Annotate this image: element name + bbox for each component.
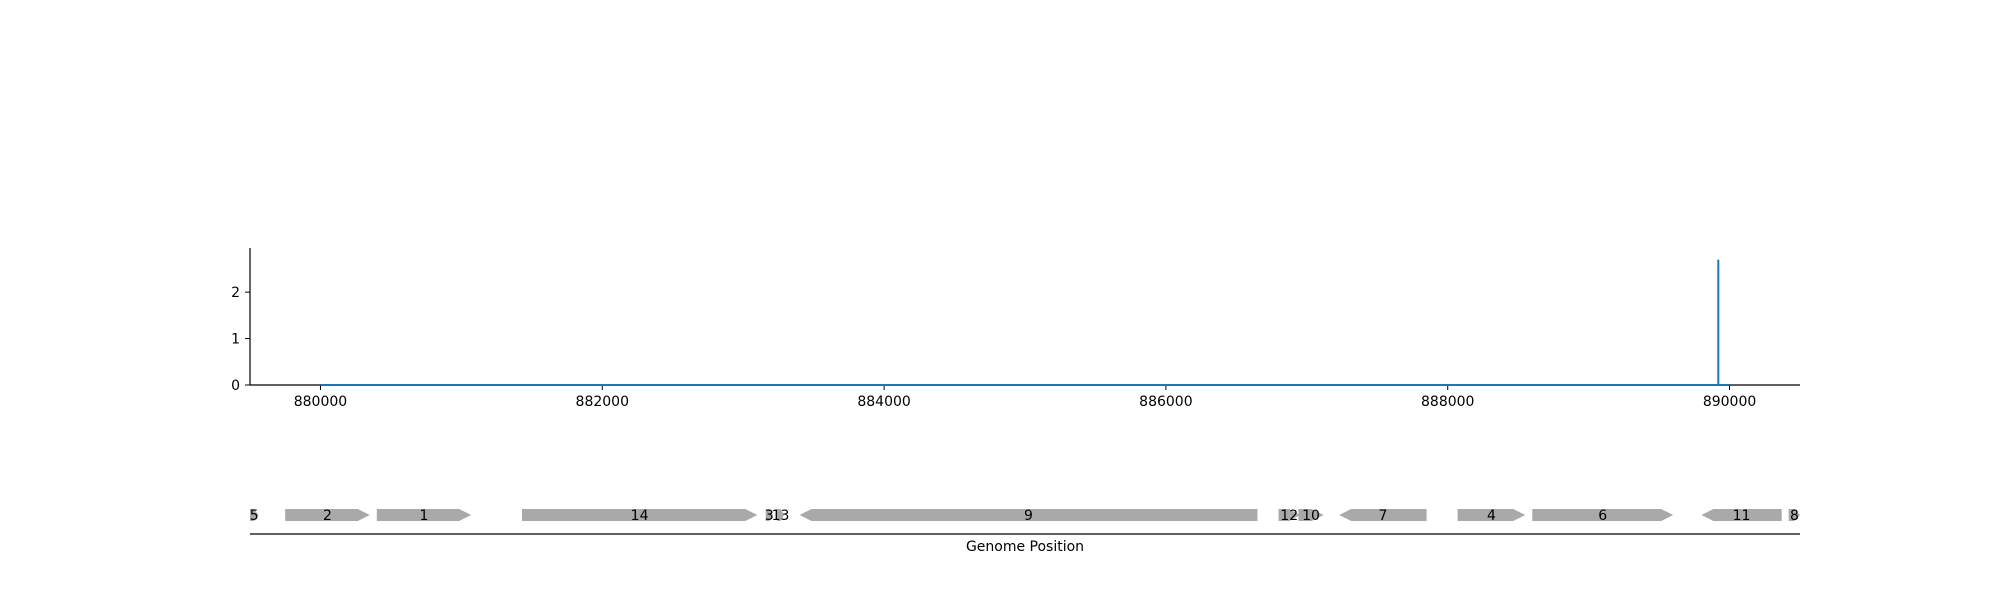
x-tick-label: 882000 [576,394,629,410]
x-axis-label: Genome Position [966,539,1084,555]
gene-label: 13 [772,508,790,524]
gene-label: 9 [1024,508,1033,524]
gene-arrow [1339,509,1427,521]
y-tick-label: 0 [231,378,240,394]
gene-label: 4 [1487,508,1496,524]
x-tick-label: 888000 [1421,394,1474,410]
x-tick-label: 890000 [1703,394,1756,410]
gene-label: 2 [323,508,332,524]
gene-arrow [1532,509,1674,521]
gene-label: 5 [250,508,259,524]
x-tick-label: 884000 [857,394,910,410]
gene-label: 12 [1280,508,1298,524]
x-tick-label: 886000 [1139,394,1192,410]
gene-arrow [765,509,773,521]
gene-arrow [1457,509,1526,521]
gene-label: 3 [765,508,774,524]
coverage-line [320,259,1730,386]
gene-label: 8 [1790,508,1799,524]
gene-arrow [250,509,259,521]
coverage-axes [249,248,1800,386]
x-tick-label: 880000 [294,394,347,410]
coverage-series [320,259,1730,386]
gene-arrow [1278,509,1300,521]
coverage-ticks: 880000 882000 884000 886000 888000 890000 0 1 2 [231,285,1756,410]
y-tick-label: 2 [231,285,240,301]
gene-label: 1 [420,508,429,524]
gene-arrow [799,509,1258,521]
gene-arrow [1701,509,1782,521]
y-tick-label: 1 [231,332,240,348]
gene-arrow [285,509,370,521]
gene-label: 14 [631,508,649,524]
gene-arrow [1788,509,1800,521]
gene-label: 10 [1302,508,1320,524]
gene-arrow [376,509,472,521]
gene-track: 5 2 1 14 313 9 12 10 7 4 6 11 8 [250,508,1800,524]
gene-label: 11 [1733,508,1751,524]
gene-label: 7 [1378,508,1387,524]
gene-label: 6 [1598,508,1607,524]
gene-arrow [522,509,758,521]
gene-arrow [777,509,784,521]
gene-track-axis: Genome Position [250,533,1800,555]
gene-arrow [1298,509,1324,521]
